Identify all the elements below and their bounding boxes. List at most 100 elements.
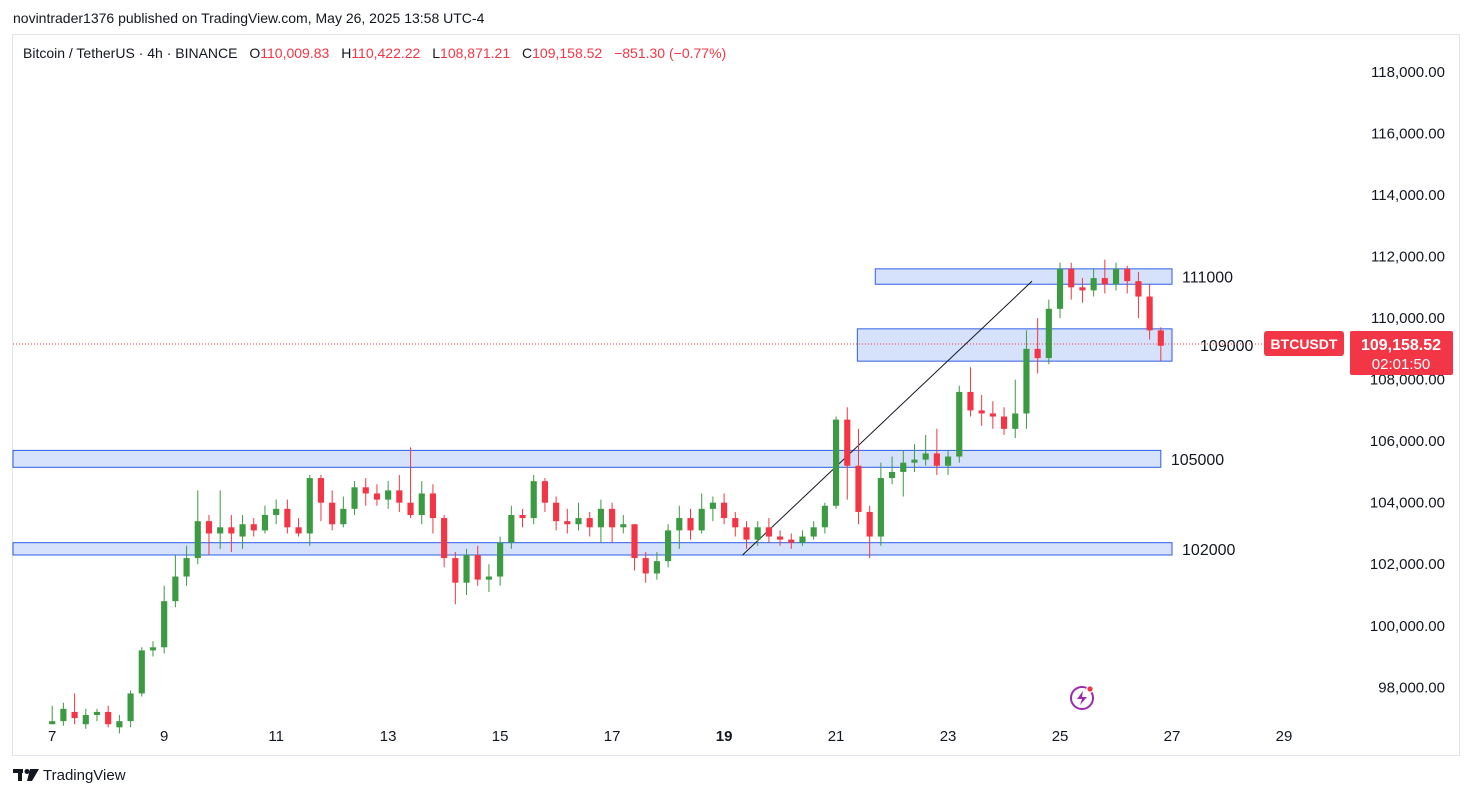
- candle-body: [1124, 268, 1131, 282]
- candle-body: [956, 391, 963, 457]
- high-key: H: [341, 45, 352, 61]
- candle-body: [877, 478, 884, 537]
- y-tick-label: 116,000.00: [1371, 125, 1445, 142]
- candle-body: [284, 508, 291, 528]
- candle-body: [620, 524, 627, 528]
- candle-body: [665, 530, 672, 562]
- candle-body: [149, 647, 157, 651]
- x-tick-label: 29: [1276, 728, 1293, 745]
- ohlc-legend: Bitcoin / TetherUS · 4h · BINANCE O110,0…: [23, 45, 726, 61]
- candle-body: [530, 481, 537, 519]
- x-tick-label: 25: [1052, 728, 1069, 745]
- symbol-tag: [1264, 330, 1344, 356]
- candle-body: [631, 524, 638, 559]
- zone-box[interactable]: [874, 268, 1173, 285]
- candle-body: [788, 539, 795, 543]
- candle-body: [362, 487, 369, 494]
- candle-body: [1090, 278, 1097, 291]
- lightning-icon[interactable]: [1070, 685, 1094, 710]
- zone-label: 111000: [1182, 270, 1233, 287]
- candle-body: [967, 391, 974, 411]
- open-value: 110,009.83: [260, 45, 330, 61]
- trendline[interactable]: [742, 280, 1033, 556]
- candle-body: [564, 521, 571, 525]
- candle-body: [989, 413, 996, 417]
- candle-body: [609, 508, 616, 528]
- candle-body: [441, 518, 448, 559]
- candle-body: [329, 502, 336, 525]
- zone-box[interactable]: [12, 542, 1173, 556]
- candle-body: [888, 471, 896, 479]
- candle-body: [396, 490, 403, 503]
- zone-box[interactable]: [856, 328, 1173, 362]
- candle-body: [385, 490, 392, 500]
- tradingview-logo-icon: [13, 768, 39, 781]
- candle-body: [642, 558, 649, 574]
- candle-body: [161, 601, 168, 648]
- y-tick-label: 110,000.00: [1371, 310, 1445, 327]
- candle-body: [597, 508, 604, 528]
- y-tick-label: 98,000.00: [1378, 679, 1445, 696]
- candle-body: [732, 518, 739, 528]
- candle-body: [944, 456, 952, 466]
- candle-body: [765, 527, 772, 537]
- candle-body: [687, 518, 694, 531]
- candle-body: [306, 478, 313, 534]
- candle-body: [1079, 287, 1086, 291]
- candle-body: [250, 524, 257, 531]
- candle-body: [721, 502, 728, 519]
- candle-body: [855, 465, 862, 512]
- zone-label: 102000: [1182, 542, 1235, 559]
- candle-body: [407, 502, 414, 515]
- candle-body: [676, 518, 683, 531]
- brand-name: TradingView: [43, 767, 126, 784]
- candles-layer: [49, 259, 1164, 734]
- candle-body: [228, 527, 235, 534]
- x-tick-label: 9: [160, 728, 168, 745]
- x-tick-label: 27: [1164, 728, 1181, 745]
- y-axis: 98,000.00 100,000.00 102,000.00 104,000.00 1…: [1370, 64, 1445, 696]
- candle-body: [485, 576, 493, 580]
- tradingview-brand[interactable]: TradingView: [13, 767, 126, 784]
- candle-body: [832, 419, 840, 506]
- candle-body: [575, 518, 582, 525]
- candle-body: [541, 481, 548, 503]
- x-tick-label: 19: [716, 728, 733, 745]
- y-tick-label: 112,000.00: [1371, 249, 1445, 266]
- x-tick-label: 13: [380, 728, 397, 745]
- close-key: C: [522, 45, 533, 61]
- x-tick-label: 21: [828, 728, 845, 745]
- y-tick-label: 108,000.00: [1370, 372, 1445, 389]
- candle-body: [317, 478, 325, 503]
- zones-layer: 111000 109000 105000 102000: [12, 268, 1254, 559]
- x-tick-label: 7: [48, 728, 56, 745]
- candle-body: [698, 508, 705, 531]
- candle-body: [1000, 416, 1008, 429]
- zone-box[interactable]: [12, 449, 1162, 468]
- candle-body: [205, 521, 213, 534]
- candle-body: [463, 555, 470, 583]
- candle-body: [340, 508, 347, 525]
- candle-body: [844, 419, 851, 466]
- open-key: O: [249, 45, 261, 61]
- x-tick-label: 17: [604, 728, 621, 745]
- candle-body: [105, 711, 112, 725]
- last-price-tag: [1350, 330, 1453, 375]
- symbol-label[interactable]: Bitcoin / TetherUS · 4h · BINANCE: [23, 45, 238, 61]
- candle-body: [239, 524, 246, 537]
- y-tick-label: 104,000.00: [1370, 495, 1445, 512]
- candle-body: [1068, 268, 1075, 288]
- y-tick-label: 102,000.00: [1370, 556, 1445, 573]
- candle-body: [452, 558, 459, 583]
- price-tags: BTCUSDT 109,158.52 02:01:50: [1264, 330, 1453, 375]
- candle-body: [508, 515, 515, 543]
- candle-body: [497, 542, 504, 577]
- y-tick-label: 114,000.00: [1371, 187, 1445, 204]
- high-value: 110,422.22: [351, 45, 421, 61]
- candle-body: [1157, 330, 1164, 346]
- candle-body: [261, 515, 269, 531]
- candle-body: [821, 505, 828, 528]
- candle-body: [1045, 308, 1052, 359]
- candle-body: [273, 508, 280, 515]
